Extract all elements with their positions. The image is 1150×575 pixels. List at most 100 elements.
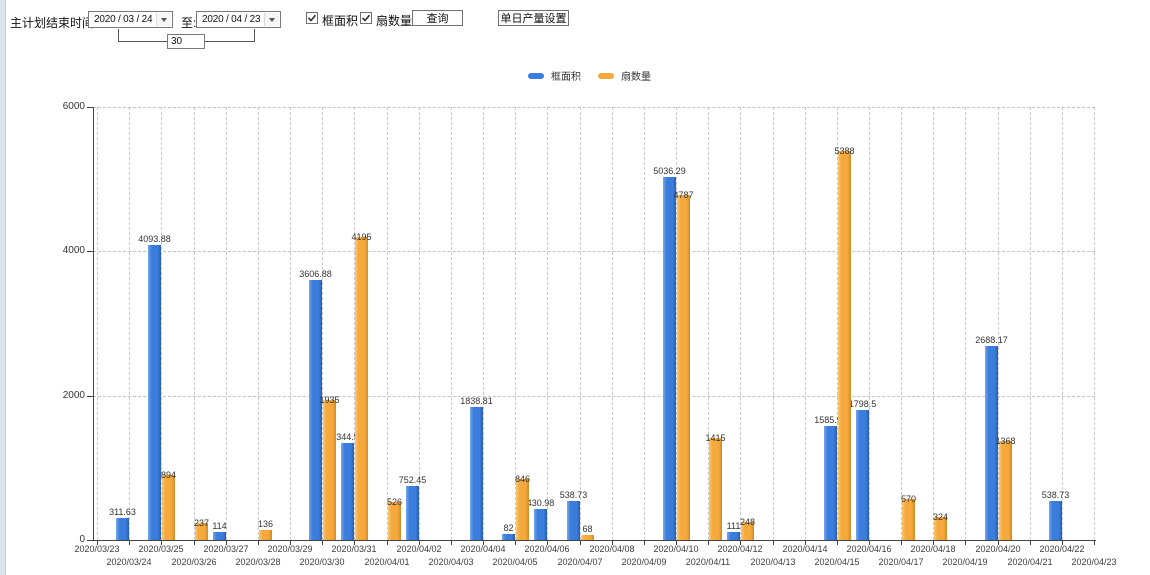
bar-value-label: 752.45 bbox=[398, 475, 427, 485]
bar-扇数量-2020/04/17 bbox=[902, 499, 915, 540]
bar-框面积-2020/04/12 bbox=[727, 532, 740, 540]
bar-value-label: 5036.29 bbox=[653, 166, 686, 176]
bar-框面积-2020/04/10 bbox=[663, 177, 676, 540]
bar-扇数量-2020/04/07 bbox=[581, 535, 594, 540]
frame-area-checkbox-label[interactable]: 框面积 bbox=[322, 14, 359, 28]
x-axis-date-label: 2020/04/17 bbox=[878, 557, 924, 567]
plan-end-time-label: 主计划结束时间: bbox=[10, 16, 98, 30]
gridline-vertical bbox=[322, 107, 323, 540]
bar-value-label: 5388 bbox=[834, 146, 855, 156]
bar-value-label: 237 bbox=[193, 518, 210, 528]
bar-value-label: 324 bbox=[932, 512, 949, 522]
gridline-vertical bbox=[161, 107, 162, 540]
bar-value-label: 111 bbox=[726, 521, 741, 531]
daily-output-settings-button[interactable]: 单日产量设置 bbox=[498, 10, 569, 26]
y-axis-tick bbox=[87, 251, 93, 252]
x-axis-tick bbox=[708, 541, 709, 545]
y-axis-label: 6000 bbox=[62, 101, 85, 112]
x-axis-tick bbox=[258, 541, 259, 545]
y-axis-tick bbox=[87, 396, 93, 397]
x-axis-date-label: 2020/04/10 bbox=[653, 544, 699, 554]
x-axis-date-label: 2020/04/15 bbox=[814, 557, 860, 567]
fan-count-checkbox[interactable] bbox=[360, 12, 372, 24]
gridline-vertical bbox=[1062, 107, 1063, 540]
x-axis-date-label: 2020/03/25 bbox=[138, 544, 184, 554]
gridline-vertical bbox=[933, 107, 934, 540]
x-axis-tick bbox=[161, 541, 162, 545]
bar-框面积-2020/04/16 bbox=[856, 410, 869, 540]
bracket-line-right-horizontal bbox=[204, 41, 255, 42]
gridline-vertical bbox=[483, 107, 484, 540]
gridline-vertical bbox=[773, 107, 774, 540]
date-from-picker[interactable]: 2020 / 03 / 24 bbox=[88, 11, 173, 28]
bar-value-label: 1585.96 bbox=[814, 415, 847, 425]
x-axis-tick bbox=[194, 541, 195, 545]
y-axis-label: 0 bbox=[79, 534, 85, 545]
gridline-vertical bbox=[97, 107, 98, 540]
x-axis-date-label: 2020/04/18 bbox=[910, 544, 956, 554]
chevron-down-icon bbox=[269, 17, 275, 22]
bar-value-label: 538.73 bbox=[1041, 490, 1070, 500]
gridline-vertical bbox=[708, 107, 709, 540]
x-axis-date-label: 2020/04/08 bbox=[589, 544, 635, 554]
bar-扇数量-2020/04/01 bbox=[388, 502, 401, 540]
date-from-dropdown-button[interactable] bbox=[156, 13, 171, 26]
bar-value-label: 3606.88 bbox=[299, 269, 332, 279]
bracket-line-left-vertical bbox=[118, 29, 119, 42]
bar-value-label: 1838.81 bbox=[460, 396, 493, 406]
y-axis-tick bbox=[87, 107, 93, 108]
bar-框面积-2020/03/27 bbox=[213, 532, 226, 540]
x-axis-tick bbox=[612, 541, 613, 545]
x-axis-tick bbox=[805, 541, 806, 545]
gridline-vertical bbox=[129, 107, 130, 540]
x-axis-tick bbox=[580, 541, 581, 545]
y-axis-label: 4000 bbox=[62, 245, 85, 256]
x-axis-date-label: 2020/04/01 bbox=[364, 557, 410, 567]
gridline-vertical bbox=[387, 107, 388, 540]
gridline-vertical bbox=[869, 107, 870, 540]
gridline-vertical bbox=[612, 107, 613, 540]
x-axis-tick bbox=[676, 541, 677, 545]
date-from-value: 2020 / 03 / 24 bbox=[94, 14, 153, 25]
bar-value-label: 114 bbox=[212, 521, 227, 531]
frame-area-checkbox[interactable] bbox=[306, 12, 318, 24]
bar-扇数量-2020/03/30 bbox=[323, 400, 336, 540]
x-axis-tick bbox=[419, 541, 420, 545]
bracket-line-left-horizontal bbox=[118, 41, 168, 42]
gridline-vertical bbox=[837, 107, 838, 540]
bar-框面积-2020/03/31 bbox=[341, 443, 354, 540]
query-button[interactable]: 查询 bbox=[412, 10, 463, 26]
bar-value-label: 570 bbox=[900, 494, 917, 504]
legend-label-fan-count: 扇数量 bbox=[621, 72, 651, 83]
y-axis-label: 2000 bbox=[62, 390, 85, 401]
gridline-vertical bbox=[740, 107, 741, 540]
bar-value-label: 2688.17 bbox=[975, 335, 1008, 345]
y-axis-tick bbox=[87, 540, 93, 541]
x-axis-tick bbox=[97, 541, 98, 545]
days-between-input[interactable]: 30 bbox=[167, 34, 205, 49]
gridline-vertical bbox=[580, 107, 581, 540]
x-axis-date-label: 2020/04/06 bbox=[524, 544, 570, 554]
x-axis-tick bbox=[322, 541, 323, 545]
bar-value-label: 248 bbox=[739, 517, 756, 527]
x-axis-tick bbox=[773, 541, 774, 545]
bar-value-label: 894 bbox=[160, 470, 177, 480]
x-axis-tick bbox=[483, 541, 484, 545]
x-axis-date-label: 2020/04/12 bbox=[717, 544, 763, 554]
date-to-picker[interactable]: 2020 / 04 / 23 bbox=[196, 11, 281, 28]
gridline-vertical bbox=[1030, 107, 1031, 540]
x-axis-date-label: 2020/04/07 bbox=[557, 557, 603, 567]
x-axis-tick bbox=[129, 541, 130, 545]
fan-count-checkbox-label[interactable]: 扇数量 bbox=[376, 14, 413, 28]
x-axis-tick bbox=[965, 541, 966, 545]
bar-扇数量-2020/04/11 bbox=[709, 438, 722, 540]
window-edge-strip bbox=[0, 0, 6, 575]
date-to-dropdown-button[interactable] bbox=[264, 13, 279, 26]
checkmark-icon bbox=[307, 14, 317, 22]
x-axis-tick bbox=[1062, 541, 1063, 545]
to-label: 至: bbox=[181, 16, 197, 30]
bar-扇数量-2020/04/20 bbox=[999, 441, 1012, 540]
bar-框面积-2020/04/06 bbox=[534, 509, 547, 540]
bar-value-label: 846 bbox=[514, 474, 531, 484]
